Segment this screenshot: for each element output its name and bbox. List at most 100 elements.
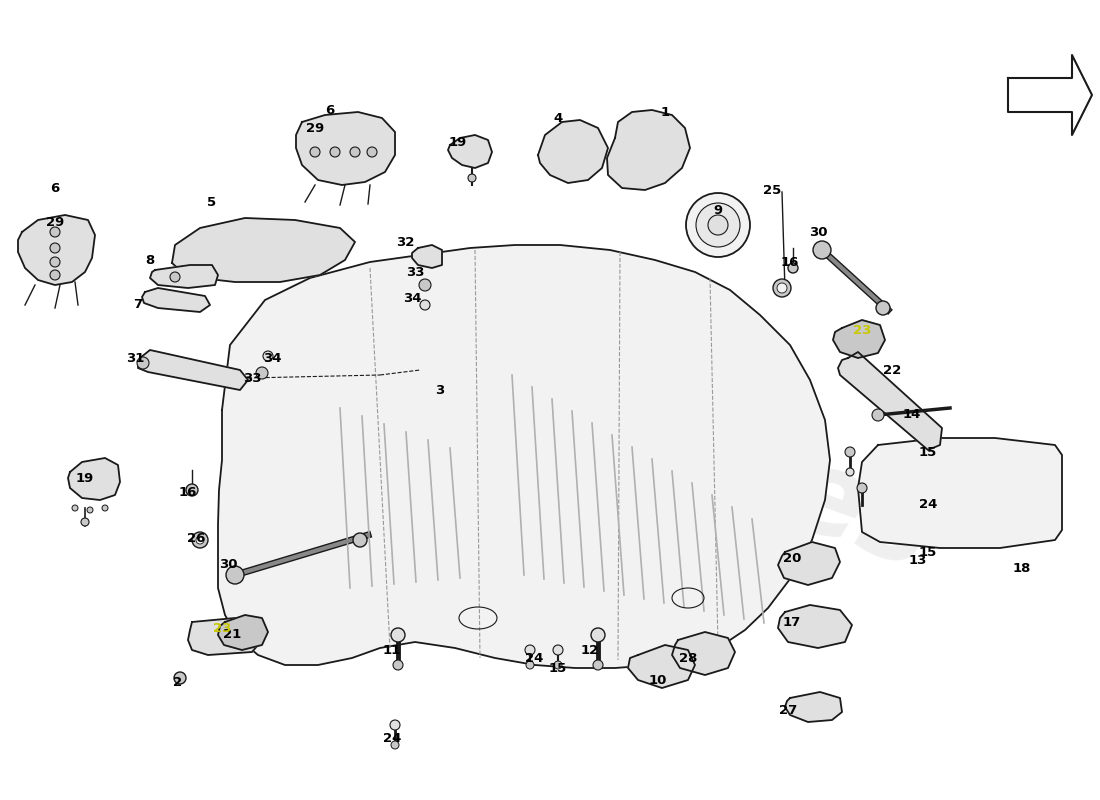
Circle shape bbox=[553, 645, 563, 655]
Text: 8: 8 bbox=[145, 254, 155, 266]
Text: 21: 21 bbox=[223, 629, 241, 642]
Circle shape bbox=[468, 174, 476, 182]
Text: 18: 18 bbox=[1013, 562, 1031, 574]
Text: 2: 2 bbox=[174, 675, 183, 689]
Text: 31: 31 bbox=[125, 351, 144, 365]
Text: 34: 34 bbox=[263, 351, 282, 365]
Text: 27: 27 bbox=[779, 703, 798, 717]
Text: 10: 10 bbox=[649, 674, 668, 686]
Text: 17: 17 bbox=[783, 615, 801, 629]
Circle shape bbox=[393, 660, 403, 670]
Text: 6: 6 bbox=[326, 103, 334, 117]
Text: 23: 23 bbox=[852, 323, 871, 337]
Polygon shape bbox=[785, 692, 842, 722]
Polygon shape bbox=[607, 110, 690, 190]
Text: 14: 14 bbox=[903, 409, 921, 422]
Circle shape bbox=[593, 660, 603, 670]
Polygon shape bbox=[142, 288, 210, 312]
Circle shape bbox=[50, 243, 60, 253]
Circle shape bbox=[174, 672, 186, 684]
Circle shape bbox=[525, 645, 535, 655]
Polygon shape bbox=[18, 215, 95, 285]
Circle shape bbox=[350, 147, 360, 157]
Text: 23: 23 bbox=[212, 622, 231, 634]
Circle shape bbox=[777, 283, 786, 293]
Circle shape bbox=[390, 741, 399, 749]
Text: 20: 20 bbox=[783, 551, 801, 565]
Polygon shape bbox=[188, 618, 258, 655]
Polygon shape bbox=[838, 352, 942, 450]
Circle shape bbox=[788, 263, 798, 273]
Polygon shape bbox=[672, 632, 735, 675]
Text: 15: 15 bbox=[549, 662, 568, 674]
Polygon shape bbox=[1008, 55, 1092, 135]
Circle shape bbox=[857, 483, 867, 493]
Circle shape bbox=[72, 505, 78, 511]
Text: 16: 16 bbox=[179, 486, 197, 498]
Circle shape bbox=[696, 203, 740, 247]
Polygon shape bbox=[538, 120, 608, 183]
Polygon shape bbox=[448, 135, 492, 168]
Text: 9: 9 bbox=[714, 203, 723, 217]
Circle shape bbox=[591, 628, 605, 642]
Text: 16: 16 bbox=[781, 255, 800, 269]
Polygon shape bbox=[412, 245, 442, 268]
Text: 33: 33 bbox=[243, 371, 262, 385]
Circle shape bbox=[263, 351, 273, 361]
Polygon shape bbox=[218, 245, 830, 668]
Text: 24: 24 bbox=[383, 731, 402, 745]
Text: 29: 29 bbox=[306, 122, 324, 134]
Text: 7: 7 bbox=[133, 298, 143, 310]
Text: 3: 3 bbox=[436, 383, 444, 397]
Circle shape bbox=[813, 241, 830, 259]
Text: europeges: europeges bbox=[250, 246, 949, 594]
Polygon shape bbox=[628, 645, 695, 688]
Circle shape bbox=[192, 532, 208, 548]
Text: 15: 15 bbox=[918, 446, 937, 458]
Text: 32: 32 bbox=[396, 235, 415, 249]
Text: 1: 1 bbox=[660, 106, 670, 118]
Circle shape bbox=[50, 227, 60, 237]
Polygon shape bbox=[138, 350, 248, 390]
Text: 12: 12 bbox=[581, 643, 600, 657]
Circle shape bbox=[170, 272, 180, 282]
Circle shape bbox=[50, 257, 60, 267]
Circle shape bbox=[81, 518, 89, 526]
Polygon shape bbox=[68, 458, 120, 500]
Text: 29: 29 bbox=[46, 215, 64, 229]
Text: 22: 22 bbox=[883, 363, 901, 377]
Circle shape bbox=[196, 536, 204, 544]
Text: 19: 19 bbox=[449, 135, 468, 149]
Text: 11: 11 bbox=[383, 643, 402, 657]
Circle shape bbox=[310, 147, 320, 157]
Circle shape bbox=[390, 628, 405, 642]
Text: 6: 6 bbox=[51, 182, 59, 194]
Polygon shape bbox=[833, 320, 886, 358]
Text: a passion for lamborghini since 1985: a passion for lamborghini since 1985 bbox=[348, 537, 732, 623]
Circle shape bbox=[419, 279, 431, 291]
Text: 33: 33 bbox=[406, 266, 425, 278]
Text: 30: 30 bbox=[808, 226, 827, 238]
Circle shape bbox=[420, 300, 430, 310]
Circle shape bbox=[50, 270, 60, 280]
Text: 5: 5 bbox=[208, 195, 217, 209]
Polygon shape bbox=[778, 605, 852, 648]
Circle shape bbox=[256, 367, 268, 379]
Circle shape bbox=[87, 507, 94, 513]
Polygon shape bbox=[150, 265, 218, 288]
Circle shape bbox=[526, 661, 534, 669]
Polygon shape bbox=[172, 218, 355, 282]
Circle shape bbox=[330, 147, 340, 157]
Text: 25: 25 bbox=[763, 183, 781, 197]
Circle shape bbox=[554, 661, 562, 669]
Text: 4: 4 bbox=[553, 111, 562, 125]
Circle shape bbox=[390, 720, 400, 730]
Text: 30: 30 bbox=[219, 558, 238, 571]
Circle shape bbox=[138, 357, 148, 369]
Circle shape bbox=[186, 484, 198, 496]
Text: 24: 24 bbox=[525, 651, 543, 665]
Circle shape bbox=[686, 193, 750, 257]
Circle shape bbox=[708, 215, 728, 235]
Polygon shape bbox=[778, 542, 840, 585]
Polygon shape bbox=[858, 438, 1062, 548]
